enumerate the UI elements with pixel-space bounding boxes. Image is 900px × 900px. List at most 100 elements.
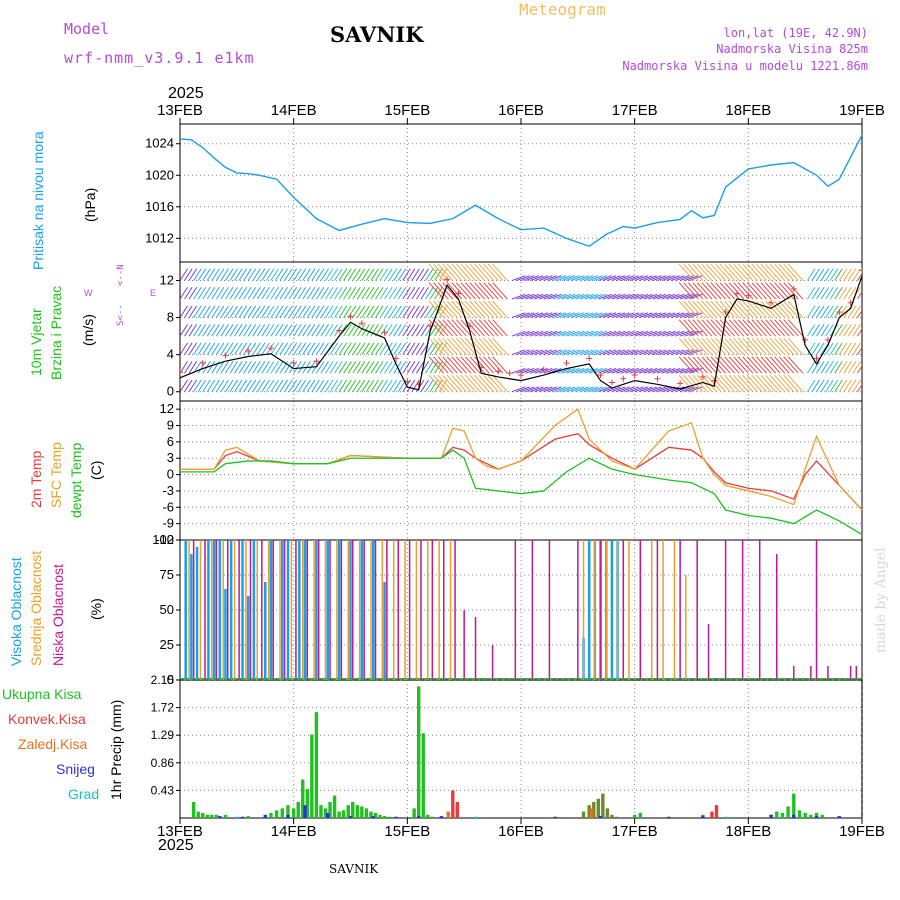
wind-barb (388, 342, 398, 355)
wind-barb (188, 342, 198, 355)
wind-barb (293, 268, 302, 281)
wind-barb (607, 275, 621, 281)
wind-barb (652, 367, 667, 374)
wind-barb (238, 342, 248, 355)
wind-barb (561, 330, 576, 337)
precip-total-bar (191, 801, 196, 818)
cloud-mid-bar (290, 540, 293, 680)
wind-barb (397, 268, 407, 281)
precip-conv-bar (455, 801, 460, 818)
wind-barb (293, 361, 302, 374)
wind-barb (384, 287, 393, 300)
wind-barb (648, 275, 662, 281)
wind-barb (302, 342, 311, 355)
wind-barb (270, 305, 279, 318)
precip-total-bar (269, 812, 273, 818)
precip-total-bar (638, 812, 643, 818)
wind-barb (570, 367, 585, 374)
wind-barb (416, 361, 425, 374)
wind-barb (347, 324, 357, 337)
y-tick-label: 2.15 (151, 673, 175, 687)
cloud-low-bar (474, 617, 477, 680)
precip-total-bar (775, 811, 779, 818)
wind-barb (234, 342, 243, 355)
wind-barb (620, 330, 635, 337)
wind-barb (696, 319, 713, 337)
wind-barb (611, 293, 626, 300)
wind-barb (256, 379, 266, 392)
wind-barb (670, 275, 685, 281)
precip-snow-bar (667, 816, 671, 818)
precip-total-bar (797, 810, 802, 818)
wind-barb (474, 263, 490, 281)
precip-snow-bar (701, 816, 705, 818)
wind-barb (202, 287, 211, 300)
wind-barb (525, 275, 539, 281)
wind-barb (311, 342, 320, 355)
wind-barb (525, 330, 539, 337)
precip-total-bar (351, 801, 355, 818)
wind-barb (666, 386, 680, 393)
wind-barb (352, 361, 361, 374)
wind-barb (361, 305, 370, 318)
wind-barb (184, 268, 193, 281)
wind-barb (838, 361, 848, 374)
wind-barb (639, 330, 653, 337)
wind-barb (548, 386, 562, 393)
precip-snow-bar (769, 814, 773, 818)
precip-total-label: Ukupna Kisa (2, 686, 82, 702)
wind-barb (648, 312, 662, 319)
wind-barb (406, 361, 416, 374)
wind-barb (261, 361, 270, 374)
wind-barb (652, 275, 667, 281)
cloud-mid-bar (256, 540, 259, 680)
wind-barb (234, 379, 243, 392)
wind-barb (570, 330, 585, 337)
wind-barb (520, 386, 535, 393)
precip-snow-bar (286, 814, 290, 818)
wind-barb (520, 312, 535, 319)
wind-barb (366, 361, 375, 374)
cloud-low-bar (577, 540, 579, 680)
wind-barb (393, 379, 402, 392)
wind-barb (825, 287, 834, 300)
wind-barb (266, 268, 275, 281)
wind-barb (406, 379, 416, 392)
cloud-high-bar (326, 540, 330, 680)
wind-barb (710, 375, 726, 393)
wind-barb (306, 305, 316, 318)
wind-barb (425, 342, 434, 355)
wind-barb (420, 305, 429, 318)
wind-barb (180, 287, 188, 300)
wind-barb (234, 305, 243, 318)
wind-barb (661, 293, 676, 300)
wind-barb (670, 330, 685, 337)
wind-barb (710, 337, 726, 355)
cloud-mid-bar (628, 540, 630, 680)
y-tick-label: 12 (160, 273, 174, 288)
wind-barb (593, 275, 608, 281)
x-tick-label-bottom: 14FEB (271, 823, 317, 840)
wind-barb (188, 324, 198, 337)
wind-barb (325, 268, 334, 281)
wind-barb (811, 287, 820, 300)
wind-barb (352, 305, 361, 318)
wind-barb (293, 324, 302, 337)
precip-total-bar (792, 793, 796, 818)
cloud-low-bar (531, 540, 534, 680)
wind-barb (188, 379, 198, 392)
cloud-low-bar (827, 666, 829, 680)
cloud-low-bar (363, 540, 365, 680)
wind-barb (629, 293, 644, 300)
wind-barb (420, 287, 429, 300)
wind-barb (543, 330, 558, 337)
wind-barb (548, 275, 562, 281)
precip-total-bar (581, 811, 586, 818)
wind-barb (393, 305, 402, 318)
wind-barb (375, 379, 384, 392)
wind-barb (629, 349, 644, 356)
wind-barb (206, 379, 216, 392)
wind-barb (760, 300, 776, 318)
wind-barb (487, 356, 504, 374)
